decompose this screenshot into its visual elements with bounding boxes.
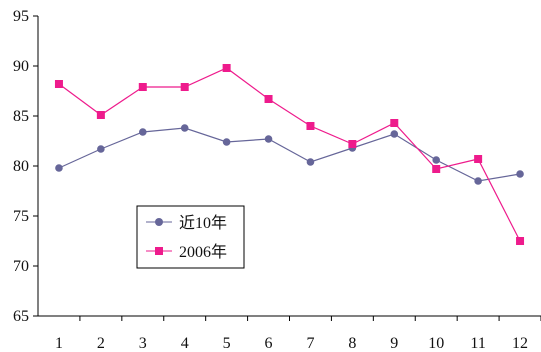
x-tick-label: 7 [306, 335, 314, 352]
series-layer [54, 64, 525, 245]
x-tick-label: 2 [97, 335, 105, 352]
data-point-series-2 [180, 83, 189, 91]
data-point-series-1 [516, 170, 524, 178]
data-point-series-1 [55, 164, 63, 172]
series-2 [54, 64, 525, 245]
x-tick-label: 8 [348, 335, 356, 352]
data-point-series-2 [516, 237, 525, 245]
y-axis: 65 70 75 80 85 90 95 [13, 8, 39, 325]
y-tick-label: 95 [13, 8, 29, 25]
data-point-series-2 [306, 122, 315, 130]
y-tick-label: 80 [13, 158, 29, 175]
legend-marker-series-2 [155, 247, 163, 255]
data-point-series-1 [390, 130, 399, 138]
data-point-series-1 [180, 124, 189, 132]
data-point-series-2 [474, 155, 483, 163]
x-tick-label: 3 [139, 335, 147, 352]
data-point-series-1 [264, 135, 273, 143]
series-line-1 [58, 127, 521, 182]
data-point-series-2 [432, 165, 441, 173]
x-axis: 1 2 3 4 5 6 7 8 9 10 11 12 [38, 315, 541, 352]
data-point-series-2 [138, 83, 147, 91]
data-point-series-2 [390, 119, 399, 127]
data-point-series-1 [306, 158, 315, 166]
series-1 [55, 124, 524, 185]
x-tick-label: 12 [512, 335, 528, 352]
data-point-series-2 [54, 80, 63, 88]
data-point-series-1 [97, 145, 105, 153]
series-line-2 [58, 67, 521, 242]
data-point-series-1 [474, 177, 482, 185]
y-tick-label: 65 [13, 308, 29, 325]
data-point-series-1 [222, 138, 231, 146]
data-point-series-2 [264, 95, 273, 103]
x-tick-label: 4 [181, 335, 189, 352]
x-tick-label: 11 [470, 335, 485, 352]
y-tick-label: 70 [13, 258, 29, 275]
legend: 近10年 2006年 [136, 205, 245, 269]
x-tick-label: 5 [223, 335, 231, 352]
x-tick-label: 1 [55, 335, 63, 352]
legend-marker-series-1 [155, 218, 163, 226]
x-tick-label: 9 [390, 335, 398, 352]
legend-label-series-2: 2006年 [179, 243, 227, 261]
y-tick-label: 75 [13, 208, 29, 225]
y-tick-label: 85 [13, 108, 29, 125]
data-point-series-2 [96, 111, 105, 119]
data-point-series-1 [138, 128, 147, 136]
data-point-series-1 [432, 156, 441, 164]
legend-box [136, 205, 245, 269]
x-tick-label: 6 [265, 335, 273, 352]
data-point-series-2 [348, 140, 357, 148]
y-tick-label: 90 [13, 58, 29, 75]
data-point-series-2 [222, 64, 231, 72]
x-tick-label: 10 [428, 335, 444, 352]
legend-label-series-1: 近10年 [179, 214, 227, 232]
